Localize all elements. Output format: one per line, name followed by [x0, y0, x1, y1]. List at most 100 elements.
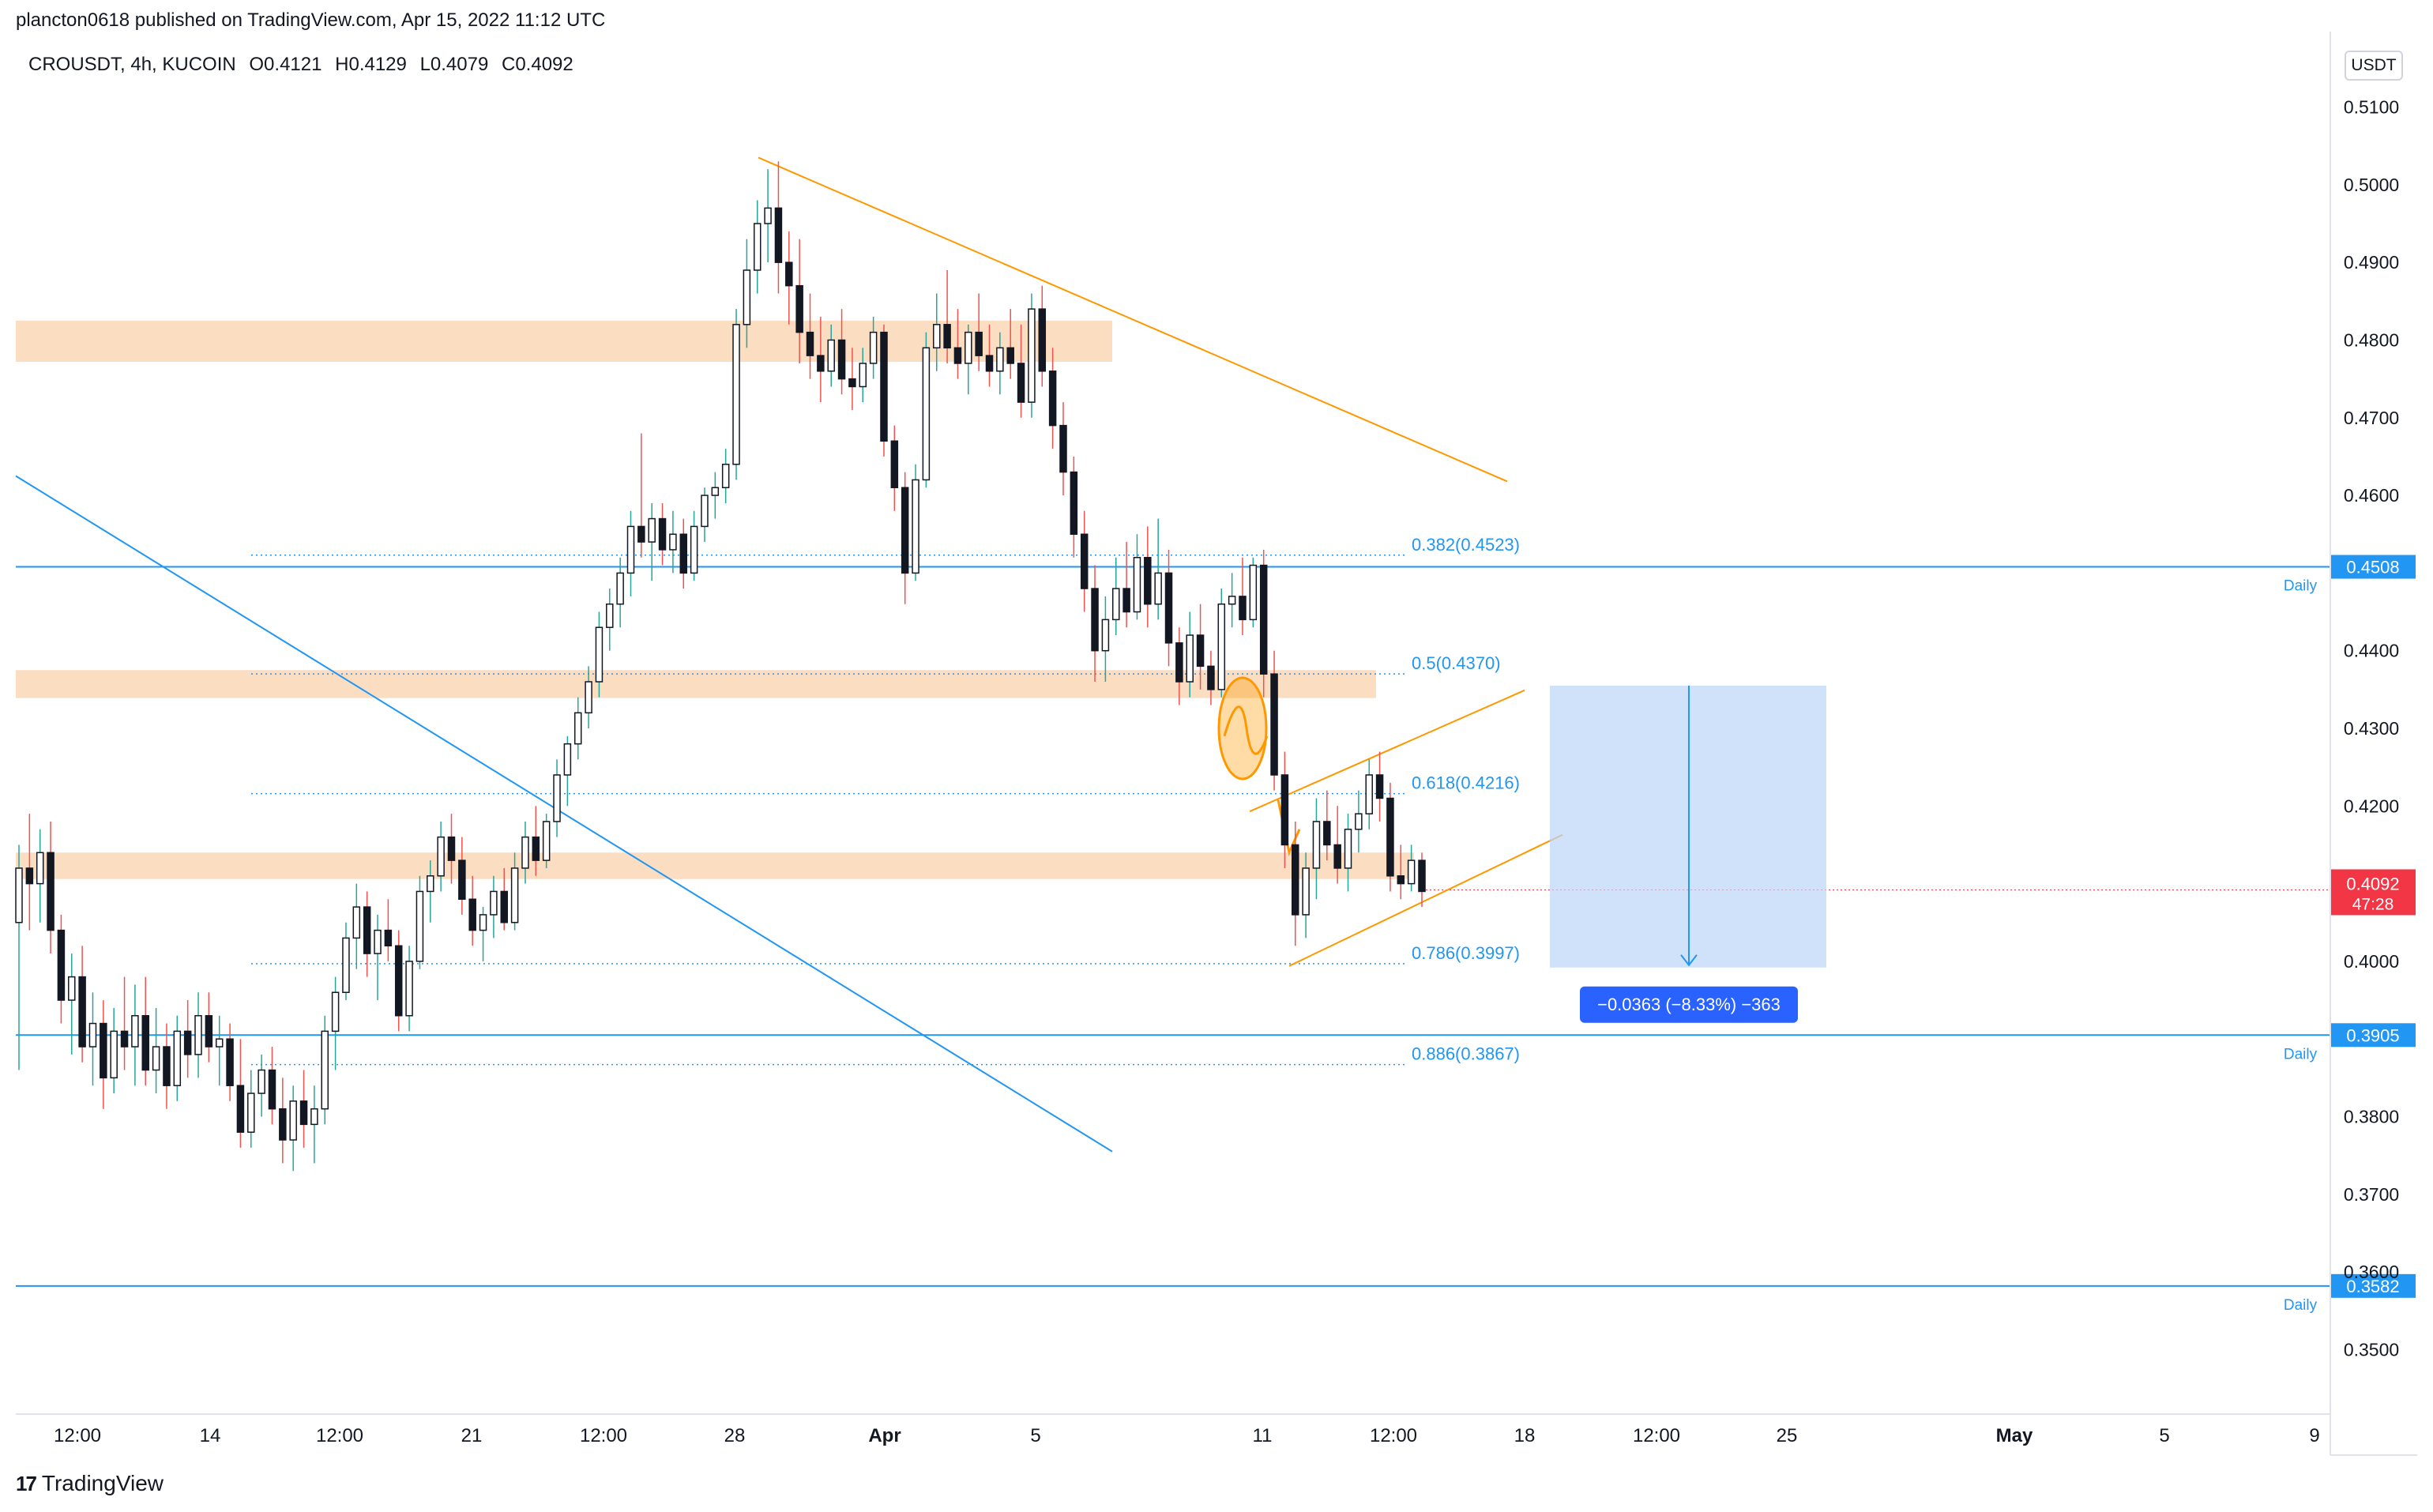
candle-body: [279, 1108, 287, 1141]
time-tick-label: 11: [1253, 1425, 1273, 1446]
candle-body: [1249, 564, 1258, 621]
candle-body: [479, 914, 487, 931]
price-range-arrowhead: [1680, 954, 1698, 967]
candle-body: [732, 324, 740, 465]
candle-body: [669, 533, 677, 551]
candle-body: [500, 890, 509, 923]
time-tick-label: 14: [200, 1425, 221, 1446]
ohlc-high: H0.4129: [335, 54, 407, 75]
wave-path: [1223, 705, 1269, 755]
candle-body: [447, 836, 456, 861]
candle-body: [120, 1030, 129, 1047]
candle-body: [859, 363, 867, 388]
candle-body: [1186, 634, 1194, 683]
symbol-name[interactable]: CROUSDT, 4h, KUCOIN: [28, 54, 236, 75]
candle-body: [563, 743, 572, 776]
brand-name: TradingView: [41, 1471, 164, 1495]
candle-body: [458, 859, 466, 901]
channel-upper-line: [1249, 689, 1525, 813]
candle-body: [953, 347, 962, 364]
daily-level-price-box: [2330, 555, 2416, 579]
candle-body: [131, 1014, 139, 1047]
candle-body: [521, 836, 529, 869]
candle-body: [1133, 556, 1141, 613]
fib-level-label: 0.382(0.4523): [1412, 535, 1520, 555]
time-tick-label: 12:00: [54, 1425, 101, 1446]
time-tick-label: 12:00: [1370, 1425, 1417, 1446]
candle-body: [1164, 572, 1173, 644]
candle-body: [1144, 556, 1152, 605]
candle-body: [817, 355, 825, 372]
candle-body: [363, 906, 371, 954]
time-tick-label: 12:00: [580, 1425, 627, 1446]
candle-body: [764, 207, 772, 224]
time-tick-label: 12:00: [316, 1425, 363, 1446]
candle-body: [25, 867, 34, 885]
candle-body: [47, 852, 55, 931]
candle-body: [57, 929, 66, 1001]
candle-body: [1112, 588, 1120, 621]
candle-body: [1344, 829, 1352, 869]
candle-body: [321, 1030, 329, 1110]
candle-body: [236, 1085, 245, 1133]
candle-body: [1175, 642, 1183, 683]
candle-body: [585, 681, 592, 714]
candle-body: [1017, 363, 1025, 403]
candle-body: [490, 890, 498, 916]
daily-level-price-label: 0.3582: [2346, 1277, 2399, 1296]
price-tick-label: 0.4700: [2344, 408, 2399, 428]
time-tick-label: 12:00: [1633, 1425, 1680, 1446]
candle-body: [869, 331, 878, 364]
candle-body: [100, 1022, 107, 1079]
candle-body: [68, 976, 76, 1001]
candle-body: [110, 1030, 118, 1079]
daily-level-tag: Daily: [2284, 578, 2318, 595]
candle-body: [1207, 665, 1215, 690]
fib-level-label: 0.786(0.3997): [1412, 943, 1520, 963]
price-tick-label: 0.3500: [2344, 1339, 2399, 1360]
candle-body: [405, 961, 413, 1017]
currency-badge[interactable]: USDT: [2345, 51, 2403, 81]
symbol-legend: CROUSDT, 4h, KUCOIN O0.4121 H0.4129 L0.4…: [28, 54, 581, 76]
candle-body: [932, 324, 941, 349]
candle-body: [1048, 370, 1057, 427]
candle-body: [827, 339, 835, 372]
price-tick-label: 0.3600: [2344, 1262, 2399, 1282]
candle-body: [1386, 797, 1394, 877]
candle-body: [1397, 875, 1405, 885]
candle-body: [606, 603, 614, 628]
ohlc-open: O0.4121: [249, 54, 322, 75]
fib-layer: 0.382(0.4523) 0.5(0.4370) 0.618(0.4216) 0.7…: [251, 535, 1520, 1066]
candle-body: [690, 525, 698, 574]
candle-body: [553, 774, 561, 822]
supply-demand-zone: [16, 670, 1376, 698]
price-range-label: −0.0363 (−8.33%) −363: [1597, 995, 1781, 1014]
candle-body: [573, 712, 582, 745]
fib-level-label: 0.5(0.4370): [1412, 653, 1501, 673]
candle-body: [532, 836, 540, 861]
candle-body: [15, 867, 23, 923]
candle-body: [289, 1100, 297, 1141]
candle-body: [194, 1014, 202, 1055]
candle-body: [795, 284, 803, 333]
candle-body: [595, 626, 604, 683]
candle-body: [658, 517, 667, 551]
price-tick-label: 0.4200: [2344, 795, 2399, 816]
candle-body: [848, 378, 856, 388]
candle-body: [437, 836, 445, 877]
candle-body: [1028, 308, 1036, 403]
candle-body: [1259, 564, 1268, 675]
candle-body: [1154, 572, 1162, 605]
candle-body: [1101, 619, 1110, 652]
current-price-label: 0.4092: [2346, 874, 2399, 893]
candle-body: [1292, 844, 1299, 916]
candle-body: [342, 937, 350, 993]
time-tick-label: 5: [2159, 1425, 2169, 1446]
candle-body: [943, 324, 951, 349]
candle-body: [152, 1046, 160, 1071]
price-tick-label: 0.3800: [2344, 1107, 2399, 1127]
candle-body: [890, 440, 899, 489]
daily-level-price-box: [2330, 1273, 2416, 1298]
candle-body: [1006, 347, 1014, 364]
